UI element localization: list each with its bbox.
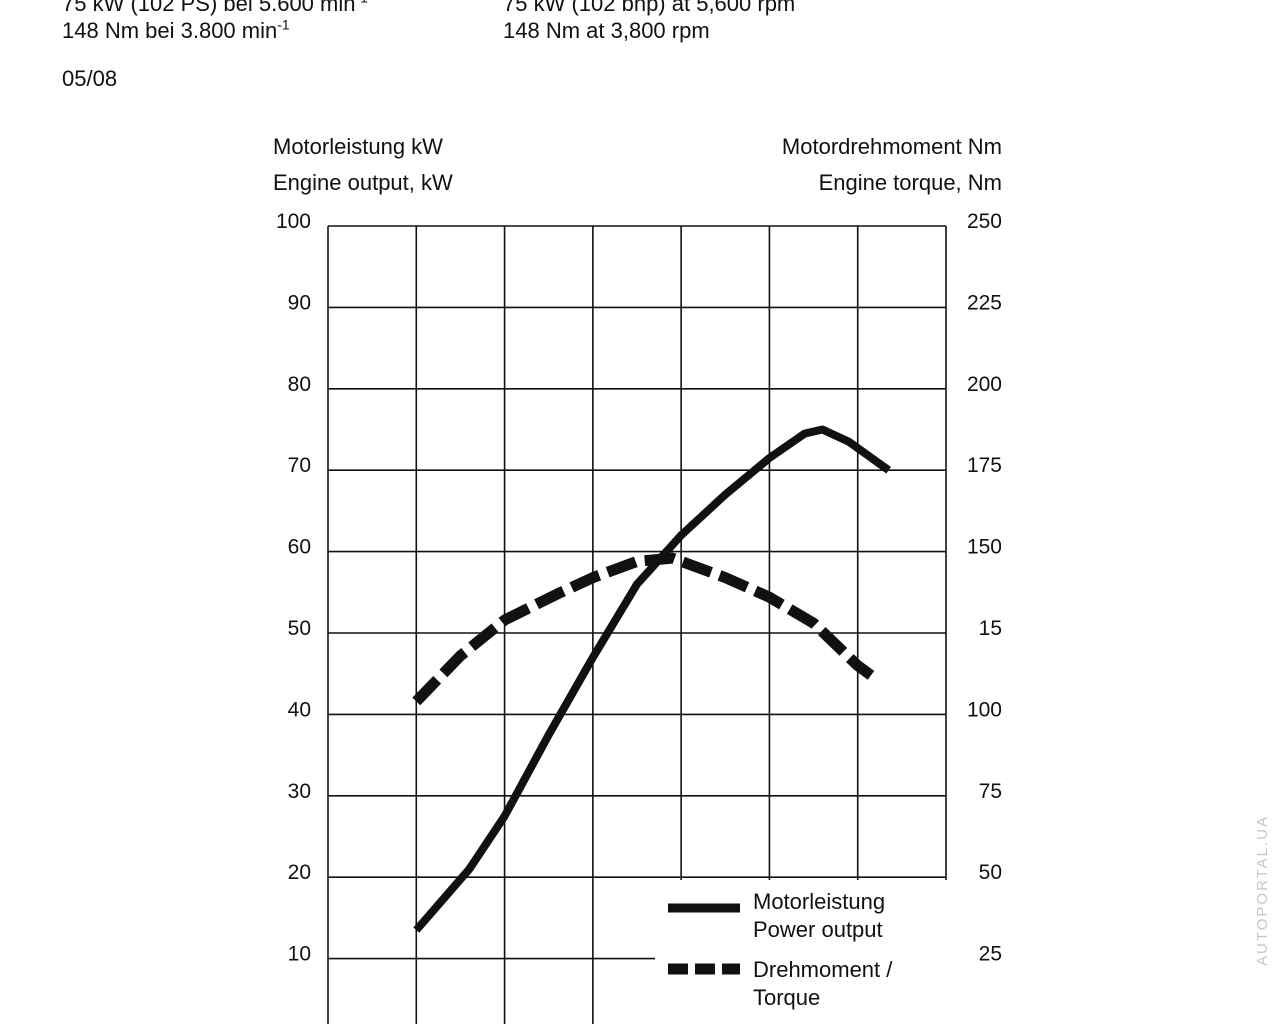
right-axis-tick-label: 175 [967, 454, 1002, 477]
header-english-torque: 148 Nm at 3,800 rpm [503, 18, 710, 43]
right-axis-tick-label: 250 [967, 210, 1002, 233]
right-axis-tick-label: 100 [967, 698, 1002, 721]
left-axis-tick-label: 30 [288, 780, 311, 803]
series-line-torque [412, 552, 875, 706]
left-axis-tick-label: 70 [288, 454, 311, 477]
legend-label-power-de: Motorleistung [753, 889, 885, 914]
legend-label-torque-en: Torque [753, 985, 820, 1010]
left-axis-ticks: 100 90 80 70 60 50 40 30 20 10 [276, 210, 311, 966]
chart-legend: Motorleistung Power output Drehmoment / … [655, 880, 947, 1024]
left-axis-tick-label: 60 [288, 536, 311, 559]
right-axis-tick-label: 75 [979, 780, 1002, 803]
left-axis-tick-label: 80 [288, 373, 311, 396]
right-axis-tick-label: 200 [967, 373, 1002, 396]
right-axis-ticks: 250 225 200 175 150 15 100 75 50 25 [967, 210, 1002, 966]
right-axis-tick-label: 50 [979, 861, 1002, 884]
left-axis-tick-label: 100 [276, 210, 311, 233]
left-axis-tick-label: 40 [288, 698, 311, 721]
legend-label-torque-de: Drehmoment / [753, 957, 893, 982]
header-german-torque: 148 Nm bei 3.800 min-1 [62, 16, 290, 43]
right-axis-tick-label: 225 [967, 291, 1002, 314]
header-english-power: 75 kW (102 bhp) at 5,600 rpm [503, 0, 796, 16]
left-axis-tick-label: 10 [288, 943, 311, 966]
left-axis-title-de: Motorleistung kW [273, 134, 443, 159]
watermark: AUTOPORTAL.UA [1254, 814, 1271, 966]
left-axis-title-en: Engine output, kW [273, 170, 453, 195]
left-axis-tick-label: 50 [288, 617, 311, 640]
right-axis-tick-label: 15 [979, 617, 1002, 640]
date-label: 05/08 [62, 66, 118, 91]
right-axis-title-de: Motordrehmoment Nm [781, 134, 1002, 159]
legend-label-power-en: Power output [753, 917, 883, 942]
series-line-power-output [413, 425, 891, 933]
right-axis-tick-label: 150 [967, 536, 1002, 559]
left-axis-tick-label: 20 [288, 861, 311, 884]
right-axis-title-en: Engine torque, Nm [818, 170, 1002, 195]
left-axis-tick-label: 90 [288, 291, 311, 314]
header-german-power: 75 kW (102 PS) bei 5.600 min-1 [62, 0, 368, 16]
right-axis-tick-label: 25 [979, 943, 1002, 966]
chart-series [412, 425, 891, 933]
